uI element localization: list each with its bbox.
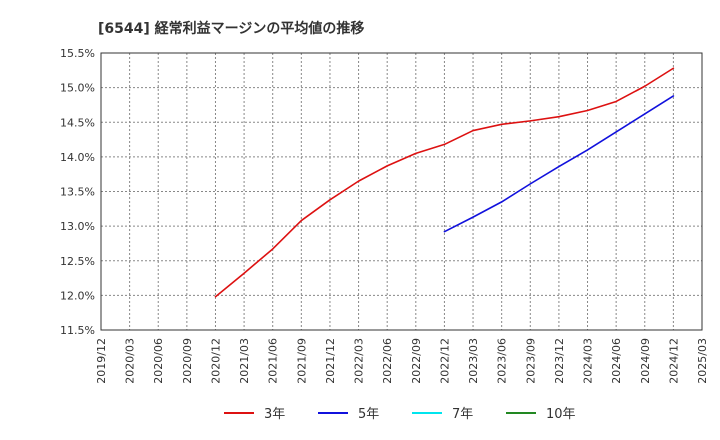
x-tick-label: 2019/12 [95,338,108,384]
legend-item: 5年 [318,407,379,422]
x-tick-label: 2023/03 [467,338,480,384]
x-tick-label: 2024/09 [639,338,652,384]
plot-area [100,52,703,331]
x-tick-label: 2024/12 [667,338,680,384]
x-tick-label: 2020/03 [124,338,137,384]
x-tick-label: 2023/09 [524,338,537,384]
x-tick-label: 2021/09 [295,338,308,384]
x-tick-label: 2021/12 [324,338,337,384]
y-tick-label: 12.0% [60,289,95,302]
legend: 3年 5年 7年 10年 [224,407,576,422]
series-line-5年 [443,95,675,233]
x-tick-label: 2022/12 [438,338,451,384]
y-tick-label: 11.5% [60,324,95,337]
x-tick-label: 2022/06 [381,338,394,384]
x-tick-label: 2022/09 [410,338,423,384]
y-tick-label: 15.5% [60,47,95,60]
legend-label: 10年 [546,407,576,422]
x-tick-label: 2021/06 [267,338,280,384]
y-tick-label: 14.0% [60,151,95,164]
grid [101,53,702,330]
x-tick-label: 2023/06 [496,338,509,384]
x-axis: 2019/12 2020/03 2020/06 2020/09 2020/12 2021/… [95,338,709,384]
x-tick-label: 2020/09 [181,338,194,384]
y-tick-label: 12.5% [60,255,95,268]
x-tick-label: 2022/03 [353,338,366,384]
series-line-3年 [214,67,675,298]
chart-title: [6544] 経常利益マージンの平均値の推移 [98,20,364,37]
legend-item: 7年 [412,407,473,422]
y-tick-label: 14.5% [60,116,95,129]
legend-label: 7年 [452,407,473,422]
legend-label: 5年 [358,407,379,422]
x-tick-label: 2021/03 [238,338,251,384]
legend-label: 3年 [264,407,285,422]
y-axis: 11.5% 12.0% 12.5% 13.0% 13.5% 14.0% 14.5% 15.0%… [60,47,95,337]
x-tick-label: 2020/12 [209,338,222,384]
x-tick-label: 2025/03 [696,338,709,384]
legend-item: 10年 [506,407,576,422]
y-tick-label: 13.5% [60,186,95,199]
y-tick-label: 13.0% [60,220,95,233]
x-tick-label: 2023/12 [553,338,566,384]
x-tick-label: 2020/06 [152,338,165,384]
x-tick-label: 2024/06 [610,338,623,384]
legend-item: 3年 [224,407,285,422]
y-tick-label: 15.0% [60,82,95,95]
series-lines [214,67,675,298]
x-tick-label: 2024/03 [582,338,595,384]
